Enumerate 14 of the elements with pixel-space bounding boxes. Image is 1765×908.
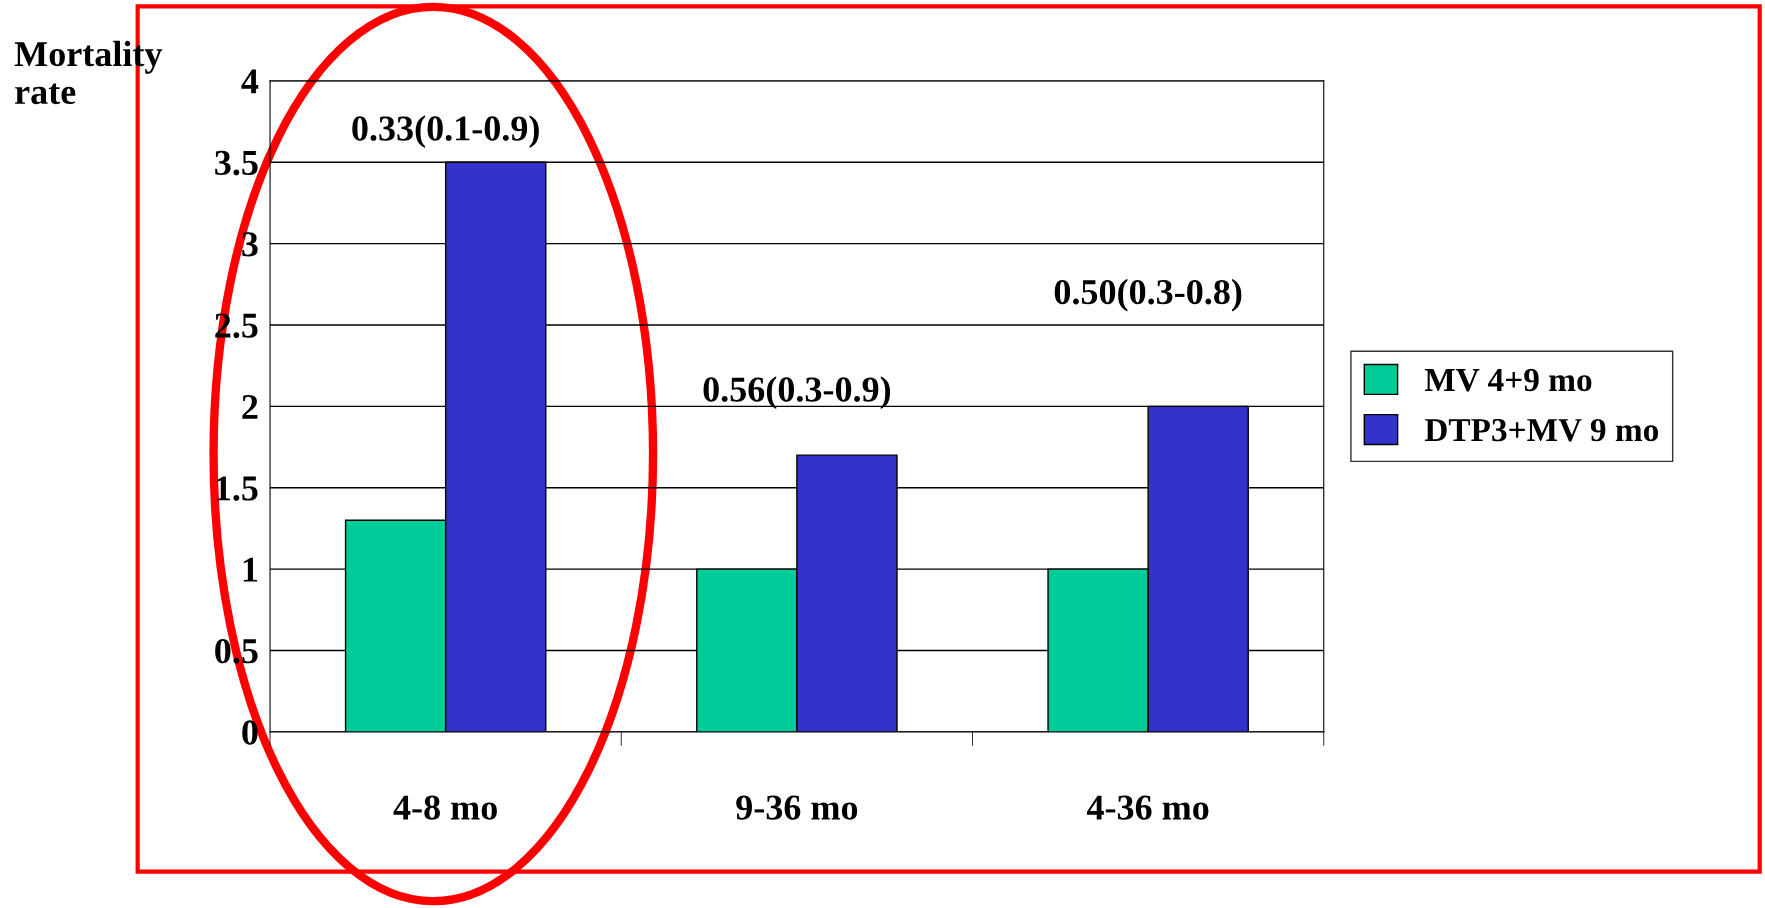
x-tick-label: 4-36 mo: [1086, 795, 1209, 820]
y-tick-label: 2: [242, 394, 258, 419]
y-tick-label: 4: [241, 69, 259, 94]
x-tick-label: 4-8 mo: [393, 795, 497, 820]
annotation: 0.50(0.3-0.8): [1054, 278, 1242, 312]
annotation: 0.56(0.3-0.9): [703, 376, 891, 410]
y-tick-label: 0: [242, 720, 258, 745]
y-tick-label: 1: [243, 557, 258, 582]
annotation: 0.33(0.1-0.9): [352, 115, 539, 149]
y-tick-label: 3: [242, 232, 258, 257]
legend-label: MV 4+9 mo: [1424, 368, 1592, 392]
y-tick-label: 3.5: [215, 150, 258, 176]
x-tick-label: 9-36 mo: [736, 795, 858, 820]
legend-label: DTP3+MV 9 mo: [1424, 418, 1659, 442]
